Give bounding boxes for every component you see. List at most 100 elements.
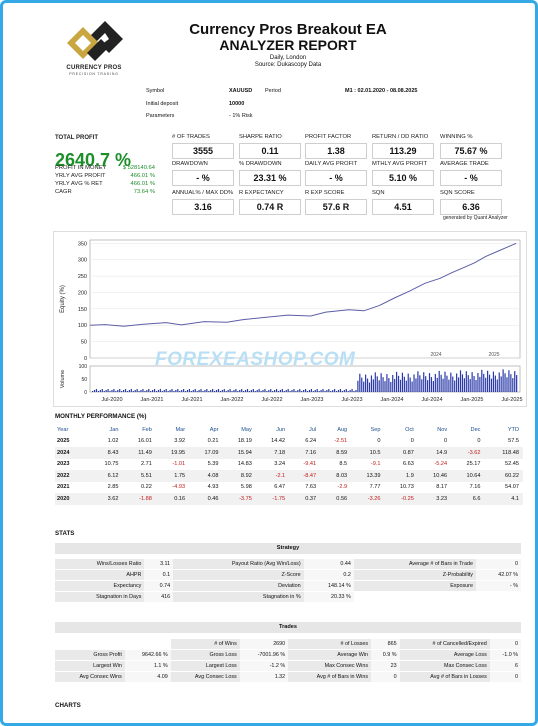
- volume-bar: [390, 382, 392, 392]
- volume-bar: [370, 375, 373, 392]
- volume-bar: [138, 391, 140, 392]
- volume-bar: [394, 378, 396, 392]
- stat-value: 0: [489, 639, 521, 650]
- monthly-value-cell: 7.18: [255, 447, 290, 459]
- volume-bar: [239, 390, 241, 392]
- stat-value: 0: [489, 671, 521, 683]
- deposit-label: Initial deposit: [146, 101, 179, 107]
- monthly-value-cell: -9.1: [370, 461, 381, 468]
- volume-bar: [392, 374, 394, 392]
- volume-bar: [142, 389, 144, 392]
- volume-bar: [227, 390, 229, 392]
- total-profit-value: 2640.7 %: [55, 150, 132, 170]
- volume-bar: [359, 373, 361, 392]
- volume-bar: [459, 370, 462, 392]
- volume-bar: [496, 379, 498, 392]
- volume-bar: [372, 379, 374, 392]
- volume-bar: [475, 380, 477, 392]
- volume-bar: [502, 369, 504, 392]
- stat-label: # of Losses: [288, 639, 372, 650]
- monthly-value-cell: -1.01: [172, 461, 186, 468]
- volume-bar: [179, 391, 181, 392]
- period-value: M1 : 02.01.2020 - 08.08.2025: [345, 88, 418, 94]
- monthly-value-cell: 10.75: [104, 461, 119, 468]
- volume-bar: [264, 389, 266, 392]
- stat-value: 0.1: [144, 569, 174, 581]
- stat-label: Wins/Losses Ratio: [55, 559, 145, 570]
- volume-bar: [471, 372, 473, 392]
- volume-bar: [134, 390, 136, 392]
- volume-bar: [159, 389, 161, 392]
- volume-bar: [92, 391, 94, 392]
- volume-bar: [485, 377, 487, 392]
- volume-bar: [299, 389, 301, 392]
- stat-value: 0.74: [144, 580, 174, 592]
- stat-value: 20.33 %: [303, 591, 354, 603]
- stat-label: Gross Loss: [170, 649, 240, 661]
- equity-chart-panel: 350 300 250 200 150 100 50 0 Equity (%) 100 50 0 Vol…: [53, 231, 527, 407]
- stat-value: [475, 591, 521, 603]
- metric-value-box: 57.6 R: [305, 199, 367, 215]
- strategy-row: Wins/Losses Ratio 3.11 Payout Ratio (Avg W…: [55, 559, 521, 570]
- monthly-value-cell: 0: [377, 438, 381, 445]
- summary-label: YRLY AVG PROFIT: [55, 173, 106, 179]
- monthly-value-cell: 0: [410, 438, 414, 445]
- volume-bar: [490, 378, 493, 392]
- monthly-value-cell: -9.41: [303, 461, 317, 468]
- volume-bar: [115, 391, 117, 392]
- metric-value-box: 23.31 %: [239, 170, 301, 186]
- monthly-value-cell: 0.56: [320, 493, 352, 505]
- monthly-value-cell: 6.24: [305, 438, 317, 445]
- volume-bar: [97, 391, 100, 392]
- volume-bar: [293, 389, 295, 392]
- volume-bar: [215, 390, 218, 392]
- watermark-text: FOREXEASHOP.COM: [155, 349, 356, 370]
- volume-bar: [347, 391, 349, 392]
- x-tick-label: Jul-2021: [181, 397, 202, 403]
- volume-bar: [194, 389, 196, 392]
- volume-bar: [126, 391, 129, 392]
- volume-bar: [122, 390, 125, 392]
- volume-bar: [206, 389, 208, 392]
- volume-bar: [103, 391, 105, 392]
- strategy-row: Stagnation in Days 416 Stagnation in % 20.3…: [55, 591, 521, 603]
- volume-bar: [374, 372, 376, 392]
- monthly-header-cell: Jun: [276, 426, 286, 433]
- stat-label: Avg Consec Wins: [55, 671, 125, 683]
- stat-value: -1.0 %: [489, 649, 521, 661]
- volume-bar: [312, 391, 314, 392]
- monthly-value-cell: 16.01: [137, 438, 152, 445]
- volume-bar: [281, 389, 283, 392]
- volume-bar: [237, 391, 239, 392]
- monthly-header-cell: Jan: [109, 426, 119, 433]
- monthly-value-cell: 0.87: [384, 447, 418, 459]
- stat-label: Stagnation in %: [173, 591, 304, 603]
- volume-bar: [308, 390, 311, 392]
- volume-bar: [363, 381, 365, 392]
- period-label: Period: [265, 88, 281, 94]
- volume-bar: [357, 380, 359, 392]
- volume-bar: [244, 390, 247, 392]
- metric-label: DRAWDOWN: [172, 161, 208, 167]
- volume-bar: [421, 379, 423, 392]
- volume-bar: [467, 375, 469, 392]
- volume-bar: [425, 376, 427, 392]
- monthly-value-cell: 118.48: [484, 447, 523, 459]
- stat-label: Max Consec Loss: [399, 660, 490, 672]
- monthly-value-cell: 0.16: [155, 493, 190, 505]
- monthly-header-cell: Mar: [175, 426, 186, 433]
- volume-bar: [184, 391, 187, 392]
- volume-bar: [258, 389, 260, 392]
- volume-bar: [409, 377, 411, 392]
- monthly-value-cell: 8.43: [89, 447, 123, 459]
- volume-bar: [113, 389, 115, 392]
- volume-bar: [277, 391, 280, 392]
- volume-bar: [337, 390, 340, 392]
- monthly-value-cell: 19.95: [155, 447, 190, 459]
- volume-bar: [117, 390, 119, 392]
- volume-bar: [500, 376, 502, 392]
- stat-value: -7001.96 %: [239, 649, 289, 661]
- volume-bar: [366, 378, 369, 392]
- volume-bar: [483, 373, 485, 392]
- metric-label: # OF TRADES: [172, 134, 210, 140]
